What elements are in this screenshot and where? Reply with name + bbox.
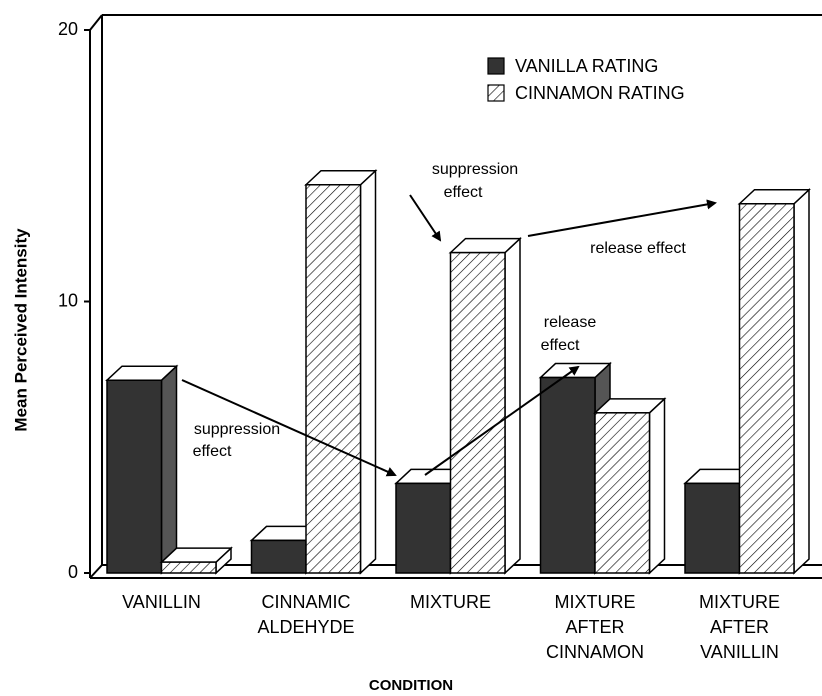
legend-label: VANILLA RATING [515, 56, 658, 76]
annotation-arrow [181, 379, 397, 477]
legend-label: CINNAMON RATING [515, 83, 685, 103]
bar-side [648, 397, 666, 575]
bar-side [160, 364, 178, 575]
annotation: effect [444, 184, 483, 201]
legend-swatch [487, 84, 505, 102]
bar [684, 482, 741, 574]
bar-group [448, 236, 522, 575]
y-axis-label: Mean Perceived Intensity [11, 228, 30, 432]
bar-group [304, 169, 378, 575]
legend-swatch [487, 57, 505, 75]
annotation: release effect [590, 240, 686, 257]
x-tick-label: MIXTURE [410, 592, 491, 612]
x-tick-label: VANILLIN [122, 592, 201, 612]
annotation-arrow [527, 199, 717, 237]
bar [594, 412, 651, 574]
y-tick-label: 10 [58, 290, 78, 310]
bar [395, 482, 452, 574]
annotation: effect [193, 443, 232, 460]
x-tick-label: AFTER [565, 617, 624, 637]
bar [250, 539, 307, 574]
x-tick-label: AFTER [710, 617, 769, 637]
bar [305, 184, 362, 574]
x-tick-label: CINNAMON [546, 642, 644, 662]
x-tick-label: CINNAMIC [262, 592, 351, 612]
bar [539, 376, 596, 574]
x-tick-label: VANILLIN [700, 642, 779, 662]
bar [106, 379, 163, 574]
annotation: suppression [194, 421, 280, 438]
bar-group [159, 546, 233, 575]
x-tick-label: MIXTURE [699, 592, 780, 612]
x-axis-label: CONDITION [369, 677, 453, 694]
bar [160, 561, 217, 574]
bar-group [105, 364, 179, 575]
x-tick-label: MIXTURE [555, 592, 636, 612]
bar-side [793, 188, 810, 575]
bar [449, 251, 506, 574]
annotation-arrow [409, 194, 442, 242]
annotation: effect [541, 337, 580, 354]
annotation: release [544, 314, 597, 331]
annotation: suppression [432, 161, 518, 178]
bar-group [593, 397, 667, 575]
x-tick-label: ALDEHYDE [257, 617, 354, 637]
bar [738, 203, 795, 574]
bar-side [504, 236, 521, 575]
y-tick-label: 0 [68, 562, 78, 582]
y-tick-label: 20 [58, 19, 78, 39]
bar-side [359, 169, 377, 575]
annotation-arrow [424, 365, 580, 476]
bar-group [737, 188, 811, 575]
